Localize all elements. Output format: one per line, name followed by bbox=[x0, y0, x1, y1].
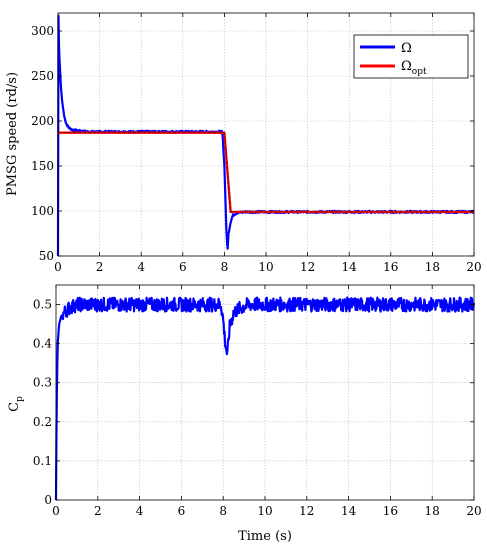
x-tick-label: 12 bbox=[299, 504, 314, 518]
legend-label-omega-opt-base: Ω bbox=[401, 59, 412, 74]
legend-label-omega-opt: Ωopt bbox=[401, 59, 427, 77]
x-tick-label: 4 bbox=[137, 260, 145, 274]
x-tick-label: 20 bbox=[466, 260, 481, 274]
y-tick-label: 100 bbox=[31, 204, 54, 218]
y-tick-label: 0.5 bbox=[33, 298, 52, 312]
y-tick-label: 300 bbox=[31, 24, 54, 38]
cp-chart-series bbox=[54, 296, 476, 501]
cp-chart-xlabel: Time (s) bbox=[238, 529, 292, 544]
y-tick-label: 250 bbox=[31, 69, 54, 83]
legend-label-omega: Ω bbox=[401, 41, 412, 56]
speed-chart-ylabel: PMSG speed (rd/s) bbox=[5, 72, 20, 196]
cp-chart-ylabel: Cp bbox=[7, 396, 25, 412]
speed-chart-series bbox=[56, 14, 475, 257]
x-tick-label: 8 bbox=[221, 260, 229, 274]
cp-chart: 0 2 4 6 8 10 12 14 16 18 20 0 0.1 0.2 0.3 0.4 0.5 Cp Tim… bbox=[7, 284, 482, 544]
x-tick-label: 0 bbox=[52, 504, 60, 518]
y-tick-label: 0.2 bbox=[33, 415, 52, 429]
x-tick-label: 8 bbox=[219, 504, 227, 518]
cp-chart-ylabel-sub: p bbox=[15, 396, 25, 402]
x-tick-label: 14 bbox=[341, 504, 357, 518]
cp-chart-ticks: 0 2 4 6 8 10 12 14 16 18 20 0 0.1 0.2 0.3 0.4 0.5 bbox=[33, 285, 482, 518]
x-tick-label: 10 bbox=[258, 260, 273, 274]
series-line-omega-cp bbox=[54, 296, 476, 501]
x-tick-label: 2 bbox=[94, 504, 102, 518]
y-tick-label: 0.1 bbox=[33, 454, 52, 468]
x-tick-label: 10 bbox=[257, 504, 272, 518]
x-tick-label: 6 bbox=[178, 504, 186, 518]
legend-label-omega-opt-sub: opt bbox=[412, 67, 427, 77]
speed-chart-ticks: 0 2 4 6 8 10 12 14 16 18 20 50 100 150 200 250 300 bbox=[31, 13, 482, 274]
x-tick-label: 4 bbox=[136, 504, 144, 518]
y-tick-label: 150 bbox=[31, 159, 54, 173]
speed-chart-legend: Ω Ωopt bbox=[353, 34, 469, 79]
x-tick-label: 16 bbox=[383, 504, 398, 518]
x-tick-label: 0 bbox=[54, 260, 62, 274]
speed-chart: 0 2 4 6 8 10 12 14 16 18 20 50 100 150 200 250 300 PMSG … bbox=[5, 12, 482, 274]
cp-chart-ylabel-base: C bbox=[7, 402, 22, 412]
y-tick-label: 0 bbox=[44, 493, 52, 507]
y-tick-label: 0.3 bbox=[33, 376, 52, 390]
x-tick-label: 20 bbox=[466, 504, 481, 518]
x-tick-label: 6 bbox=[179, 260, 187, 274]
x-tick-label: 18 bbox=[425, 260, 440, 274]
legend-box bbox=[353, 34, 469, 79]
cp-chart-grid bbox=[56, 285, 474, 500]
y-tick-label: 50 bbox=[39, 249, 54, 263]
series-line-omega-opt-overlay bbox=[58, 132, 474, 213]
x-tick-label: 2 bbox=[96, 260, 104, 274]
y-tick-label: 0.4 bbox=[33, 337, 52, 351]
x-tick-label: 18 bbox=[425, 504, 440, 518]
x-tick-label: 14 bbox=[342, 260, 358, 274]
cp-chart-frame bbox=[55, 284, 475, 501]
x-tick-label: 12 bbox=[300, 260, 315, 274]
x-tick-label: 16 bbox=[383, 260, 398, 274]
y-tick-label: 200 bbox=[31, 114, 54, 128]
